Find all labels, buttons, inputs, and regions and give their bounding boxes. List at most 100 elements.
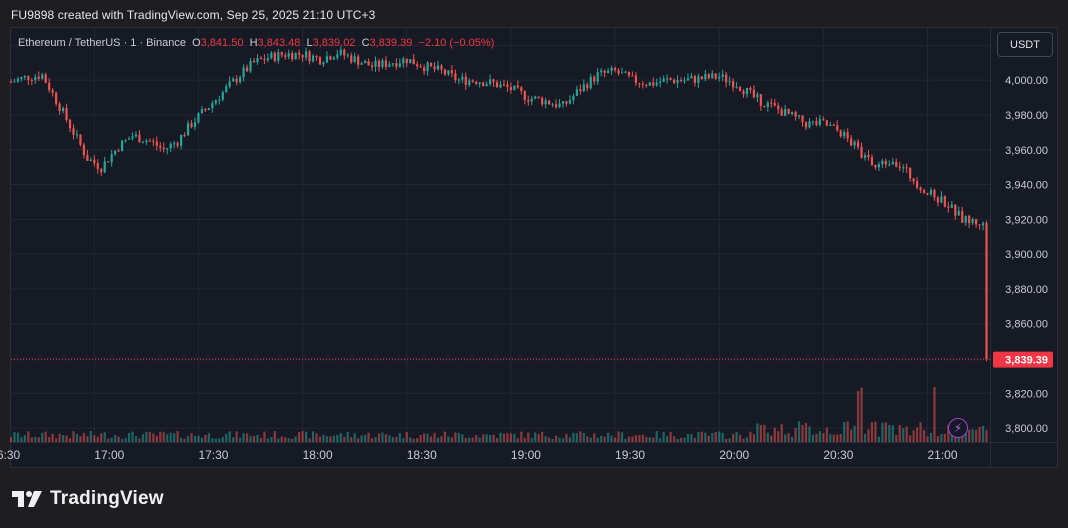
candle-body <box>186 123 190 136</box>
candle-body <box>641 83 644 85</box>
candle-body <box>350 55 353 63</box>
candle-body <box>957 210 960 216</box>
volume-bar <box>565 433 568 442</box>
volume-bar <box>516 438 519 442</box>
volume-bar <box>791 436 794 442</box>
volume-bar <box>218 438 221 442</box>
volume-bar <box>711 432 714 442</box>
volume-bar <box>870 422 874 442</box>
volume-bar <box>353 433 356 442</box>
candle-body <box>82 144 86 155</box>
volume-bar <box>86 436 89 442</box>
candle-body <box>947 206 950 208</box>
candle-body <box>301 54 304 58</box>
volume-bar <box>700 431 703 442</box>
volume-bar <box>596 437 599 442</box>
candle-body <box>391 63 394 65</box>
volume-bar <box>926 436 929 442</box>
volume-bar <box>398 433 401 442</box>
volume-bar <box>752 434 756 442</box>
candle-body <box>777 105 780 110</box>
volume-bar <box>256 434 259 442</box>
candle-body <box>548 100 551 105</box>
candle-body <box>586 84 589 89</box>
volume-bar <box>912 430 915 442</box>
volume-bar <box>947 425 950 442</box>
x-tick-label: 17:00 <box>94 448 124 462</box>
volume-bar <box>447 436 450 442</box>
volume-bar <box>419 435 422 442</box>
volume-bar <box>922 430 926 442</box>
volume-bar <box>801 424 804 442</box>
volume-bar <box>575 433 578 442</box>
volume-bar <box>731 433 735 442</box>
candle-body <box>16 78 20 82</box>
volume-bar <box>961 433 964 442</box>
candle-body <box>284 55 287 57</box>
candle-body <box>464 76 467 85</box>
volume-bar <box>450 437 453 442</box>
candle-body <box>58 103 61 111</box>
high-label: H <box>249 37 258 49</box>
volume-bar <box>672 436 676 442</box>
volume-bar <box>725 438 728 442</box>
candle-body <box>502 84 506 86</box>
candle-body <box>822 119 825 121</box>
volume-bar <box>266 438 270 442</box>
volume-bar <box>75 433 79 442</box>
candle-body <box>856 141 860 148</box>
volume-bar <box>152 433 155 442</box>
candle-body <box>874 165 877 168</box>
candle-body <box>107 161 110 163</box>
volume-bar <box>957 434 960 442</box>
volume-bar <box>159 431 162 442</box>
candle-body <box>51 90 54 93</box>
candle-body <box>985 223 988 360</box>
y-tick-label: 3,960.00 <box>1005 145 1048 157</box>
candle-body <box>23 75 26 78</box>
candle-body <box>423 67 426 72</box>
volume-bar <box>527 432 530 442</box>
volume-bar <box>183 438 186 442</box>
volume-bar <box>652 437 655 442</box>
candle-body <box>173 143 176 145</box>
candle-body <box>593 76 596 82</box>
volume-bar <box>940 434 943 442</box>
candle-body <box>374 60 377 68</box>
volume-bar <box>211 438 214 442</box>
candle-body <box>398 63 401 67</box>
candle-body <box>954 204 957 216</box>
volume-bar <box>228 431 231 442</box>
volume-bar <box>829 434 832 442</box>
last-price-tag <box>993 351 1053 368</box>
volume-bar <box>65 435 68 442</box>
candle-body <box>242 67 245 78</box>
candle-body <box>370 65 374 68</box>
candle-body <box>152 140 155 142</box>
candle-body <box>725 74 728 83</box>
candle-body <box>666 78 669 80</box>
candle-body <box>541 97 544 105</box>
volume-bar <box>853 425 856 442</box>
candle-body <box>745 87 749 95</box>
lightning-icon[interactable]: ⚡ <box>948 418 968 438</box>
volume-bar <box>822 433 825 442</box>
y-tick-label: 3,940.00 <box>1005 180 1048 192</box>
candle-body <box>891 161 894 165</box>
volume-bar <box>41 432 44 442</box>
volume-bar <box>429 436 433 442</box>
candle-body <box>176 143 179 146</box>
chart-panel[interactable] <box>10 27 1058 468</box>
candle-body <box>770 102 773 104</box>
volume-bar <box>756 423 759 442</box>
candle-body <box>568 100 572 104</box>
currency-button[interactable]: USDT <box>997 32 1053 57</box>
volume-bar <box>499 432 502 442</box>
candle-body <box>75 134 79 136</box>
volume-bar <box>929 433 933 442</box>
candle-body <box>968 215 971 224</box>
volume-bar <box>72 431 75 442</box>
candle-body <box>530 98 533 102</box>
volume-bar <box>186 435 190 442</box>
